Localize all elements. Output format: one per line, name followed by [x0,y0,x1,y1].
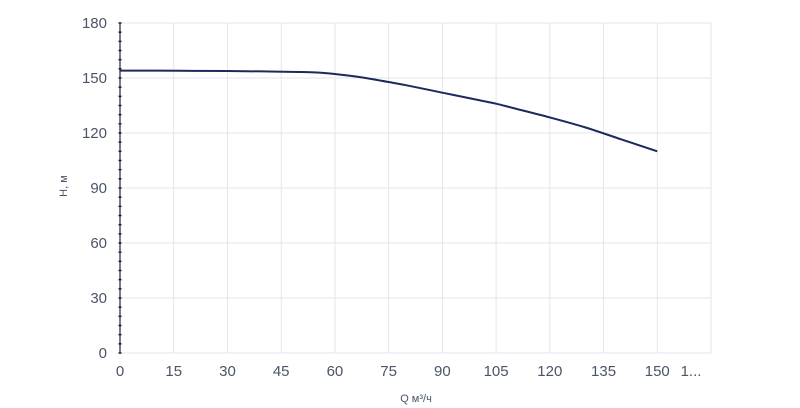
y-tick-label: 90 [90,180,107,197]
y-tick-label: 30 [90,290,107,307]
x-tick-label: 30 [219,363,236,380]
x-axis-title: Q м³/ч [400,393,432,405]
grid [120,22,712,354]
y-tick-label: 150 [82,70,107,87]
x-tick-label: 1... [681,363,702,380]
x-tick-label: 60 [327,363,344,380]
x-tick-label: 105 [484,363,509,380]
y-tick-label: 120 [82,125,107,142]
y-axis-title: H, м [58,175,70,197]
x-tick-label: 45 [273,363,290,380]
series-group [119,69,658,153]
x-axis: 0 15 30 45 60 75 90 105 120 135 150 1... [116,363,702,380]
y-tick-label: 60 [90,235,107,252]
x-tick-label: 150 [645,363,670,380]
x-tick-label: 15 [165,363,182,380]
y-tick-label: 180 [82,15,107,32]
x-tick-label: 135 [591,363,616,380]
x-tick-label: 90 [434,363,451,380]
y-axis: 0 30 60 90 120 150 180 [82,15,122,362]
x-tick-label: 0 [116,363,124,380]
x-tick-label: 120 [537,363,562,380]
x-tick-label: 75 [380,363,397,380]
y-tick-label: 0 [99,345,107,362]
series-line-h-q [119,69,658,153]
